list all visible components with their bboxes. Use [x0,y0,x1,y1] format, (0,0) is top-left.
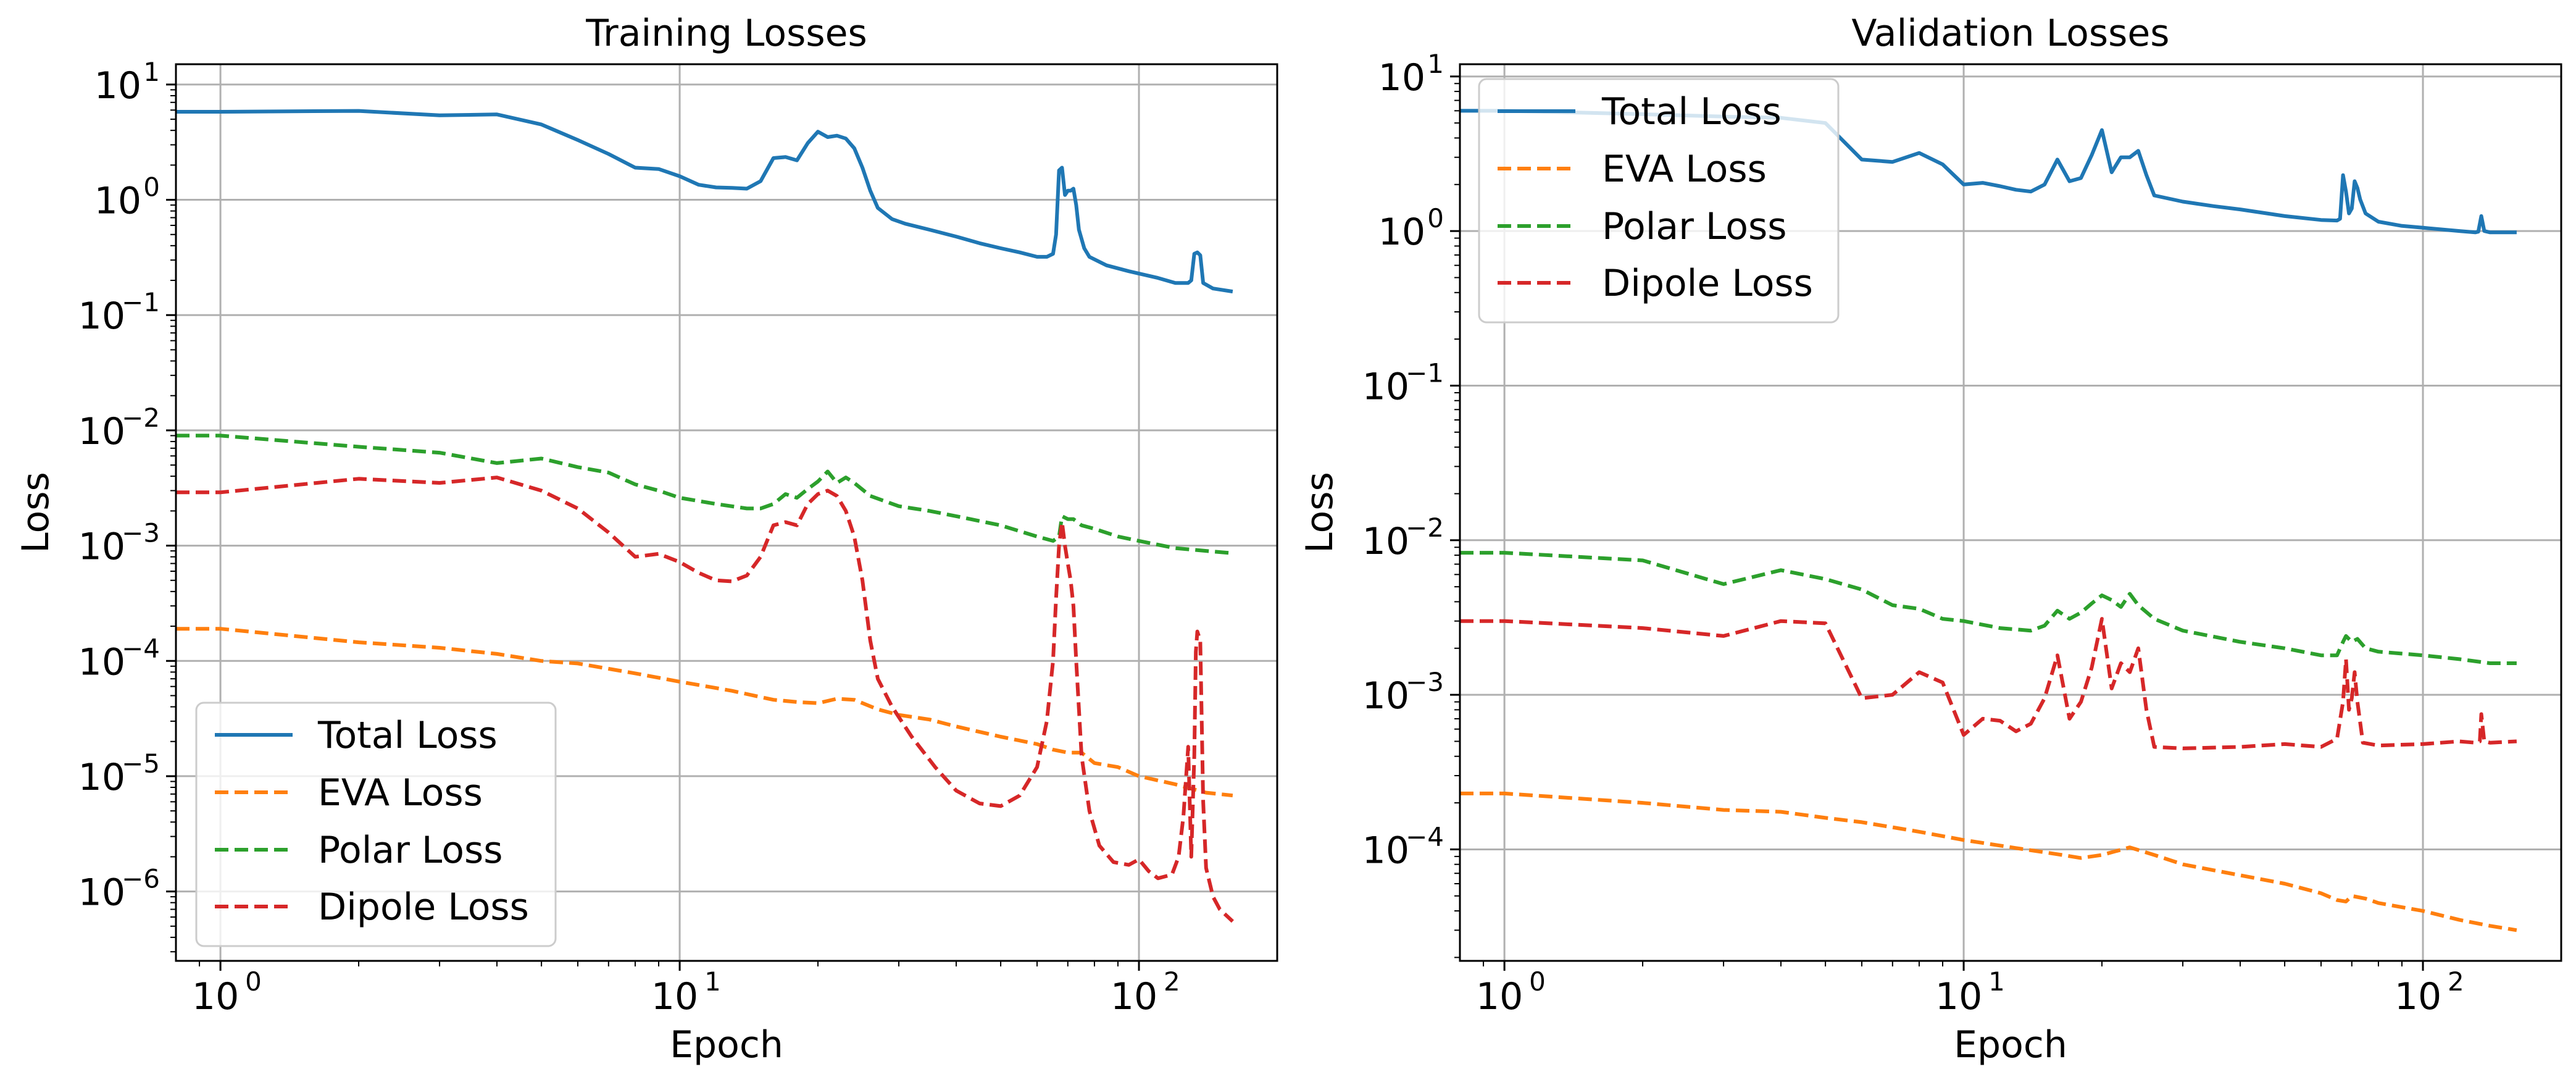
training-x-tick-exponent: 1 [704,966,721,997]
validation-y-tick-label: 10 [1378,56,1425,99]
validation-legend-eva: EVA Loss [1602,148,1767,191]
validation-y-tick-label: 10 [1362,829,1409,872]
training-x-tick-label: 10 [1111,975,1157,1018]
training-x-tick-exponent: 2 [1164,966,1180,997]
training-series-eva-loss [176,627,1233,798]
training-x-tick-exponent: 0 [245,966,262,997]
training-y-tick-exponent: 0 [143,172,160,203]
validation-y-tick-exponent: 1 [1427,49,1444,79]
validation-series-dipole-loss [1460,617,2517,750]
validation-series-eva-loss [1460,791,2517,932]
validation-y-tick-exponent: 0 [1427,203,1444,233]
validation-x-tick-label: 10 [1476,975,1523,1018]
training-y-tick-exponent: −4 [122,633,160,663]
validation-legend-dipole: Dipole Loss [1602,262,1813,305]
validation-y-axis-label: Loss [1298,472,1341,553]
validation-y-tick-label: 10 [1362,520,1409,563]
validation-plot-frame [1459,63,2562,962]
validation-series [1460,109,2517,932]
training-legend: Total Loss EVA Loss Polar Loss Dipole Lo… [195,702,557,947]
training-chart-title: Training Losses [585,12,867,55]
validation-series-total-loss [1460,109,2517,235]
training-y-tick-label: 10 [94,64,141,107]
training-legend-polar: Polar Loss [318,829,503,872]
validation-x-tick-label: 10 [2395,975,2441,1018]
training-x-tick-label: 10 [651,975,698,1018]
training-grid [176,64,1277,961]
training-y-tick-exponent: 1 [143,57,160,87]
training-y-tick-label: 10 [94,180,141,223]
validation-x-tick-exponent: 0 [1529,966,1546,997]
training-legend-eva: EVA Loss [318,771,483,815]
training-y-tick-label: 10 [78,756,125,799]
validation-series-polar-loss [1460,551,2517,665]
training-y-tick-label: 10 [78,295,125,338]
training-legend-box [195,702,557,947]
training-series-dipole-loss [176,475,1234,923]
training-series-polar-loss [176,434,1233,555]
training-y-tick-exponent: −3 [122,518,160,548]
training-y-tick-label: 10 [78,410,125,453]
training-y-tick-exponent: −2 [122,403,160,433]
training-legend-total: Total Loss [317,714,498,757]
validation-legend-total: Total Loss [1601,90,1782,133]
validation-y-tick-label: 10 [1378,211,1425,254]
training-series-total-loss [176,109,1233,294]
validation-y-tick-exponent: −3 [1406,667,1444,697]
training-x-tick-label: 10 [192,975,239,1018]
validation-legend-box [1478,78,1840,324]
validation-grid [1460,64,2561,961]
validation-legend: Total Loss EVA Loss Polar Loss Dipole Lo… [1478,78,1840,324]
training-y-tick-exponent: −5 [122,748,160,779]
training-y-tick-label: 10 [78,640,125,684]
training-x-axis-label: Epoch [670,1023,783,1066]
validation-y-tick-label: 10 [1362,365,1409,408]
validation-x-tick-label: 10 [1935,975,1982,1018]
training-legend-dipole: Dipole Loss [318,886,529,929]
validation-y-tick-exponent: −1 [1406,358,1444,388]
training-y-tick-exponent: −6 [122,864,160,894]
training-series [176,109,1234,923]
training-y-axis-label: Loss [14,472,57,553]
validation-x-axis-label: Epoch [1954,1023,2067,1066]
training-y-tick-exponent: −1 [122,287,160,317]
validation-chart-title: Validation Losses [1851,12,2169,55]
validation-y-tick-exponent: −4 [1406,821,1444,852]
training-losses-chart: 10 0 10 1 10 2−610−510−410−310−210−110010110 … [14,12,1278,1066]
validation-legend-polar: Polar Loss [1602,205,1787,248]
training-y-tick-label: 10 [78,871,125,915]
validation-x-tick-exponent: 1 [1988,966,2005,997]
training-plot-frame [175,63,1278,962]
validation-x-tick-exponent: 2 [2448,966,2464,997]
validation-y-tick-exponent: −2 [1406,513,1444,543]
validation-y-tick-label: 10 [1362,674,1409,718]
training-y-tick-label: 10 [78,526,125,569]
